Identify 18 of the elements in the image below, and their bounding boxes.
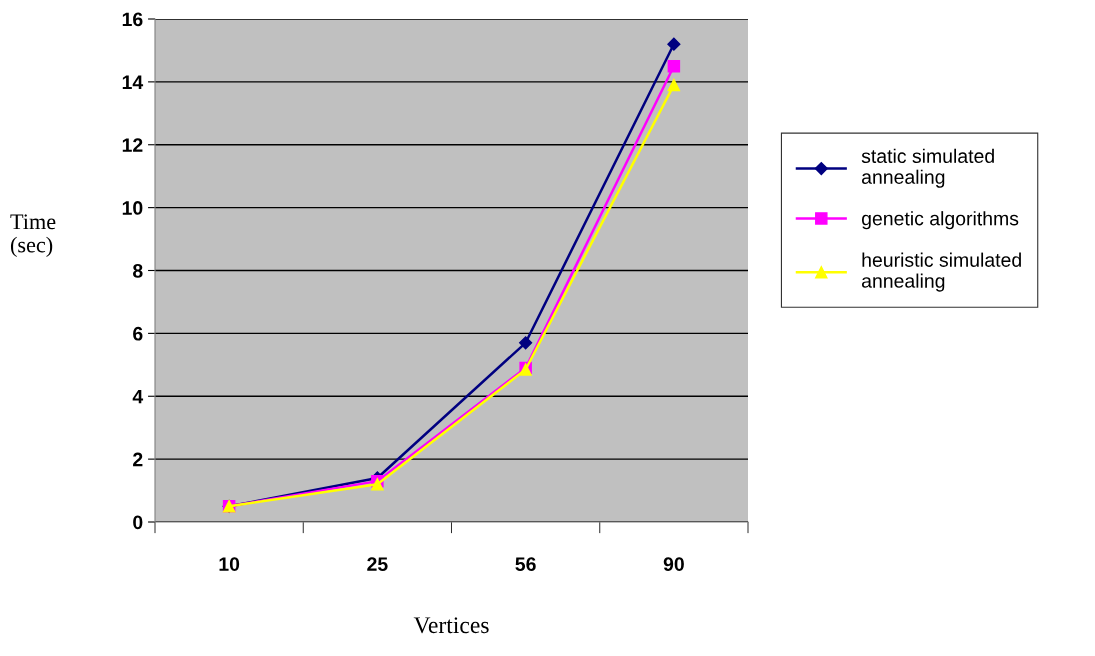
y-tick-label: 10 xyxy=(122,201,143,215)
x-tick-label: 56 xyxy=(515,557,536,571)
legend-label: heuristic simulated annealing xyxy=(861,252,1021,292)
legend-label: genetic algorithms xyxy=(861,211,1019,230)
x-tick-label: 10 xyxy=(219,557,240,571)
y-axis-title: Time (sec) xyxy=(10,214,56,257)
y-tick-label: 12 xyxy=(122,138,143,152)
y-tick-label: 14 xyxy=(122,75,144,89)
y-tick-label: 0 xyxy=(133,515,143,530)
legend-label: static simulated annealing xyxy=(861,148,994,188)
y-tick-label: 6 xyxy=(133,326,143,341)
x-tick-label: 25 xyxy=(367,557,388,571)
y-tick-label: 16 xyxy=(122,12,143,27)
y-tick-label: 8 xyxy=(133,263,143,278)
y-tick-label: 2 xyxy=(133,452,143,467)
x-axis-title: Vertices xyxy=(413,617,489,634)
x-tick-label: 90 xyxy=(663,557,684,571)
y-tick-label: 4 xyxy=(132,389,144,404)
